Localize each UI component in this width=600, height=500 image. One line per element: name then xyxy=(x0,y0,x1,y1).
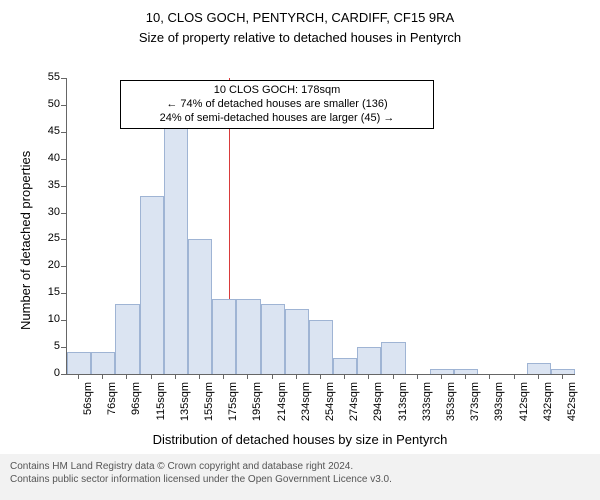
histogram-bar xyxy=(91,352,115,374)
histogram-bar xyxy=(164,126,188,374)
x-tick-mark xyxy=(368,374,369,379)
y-tick-mark xyxy=(61,266,66,267)
histogram-bar xyxy=(212,299,236,374)
histogram-bar xyxy=(430,369,454,374)
x-tick-label: 333sqm xyxy=(421,382,433,434)
annotation-line2: ← 74% of detached houses are smaller (13… xyxy=(127,98,427,112)
chart-title-line1: 10, CLOS GOCH, PENTYRCH, CARDIFF, CF15 9… xyxy=(0,10,600,25)
annotation-line1: 10 CLOS GOCH: 178sqm xyxy=(127,84,427,98)
y-axis-label: Number of detached properties xyxy=(18,151,33,330)
histogram-bar xyxy=(140,196,164,374)
y-tick-label: 20 xyxy=(32,259,60,271)
x-tick-label: 135sqm xyxy=(179,382,191,434)
x-tick-mark xyxy=(223,374,224,379)
x-tick-label: 155sqm xyxy=(203,382,215,434)
y-tick-label: 45 xyxy=(32,125,60,137)
x-tick-mark xyxy=(272,374,273,379)
y-tick-mark xyxy=(61,347,66,348)
x-tick-mark xyxy=(102,374,103,379)
x-tick-label: 96sqm xyxy=(130,382,142,434)
histogram-bar xyxy=(381,342,405,374)
histogram-bar xyxy=(551,369,575,374)
chart-container: { "layout": { "width": 600, "height": 50… xyxy=(0,0,600,500)
y-tick-label: 10 xyxy=(32,313,60,325)
footer-line2: Contains public sector information licen… xyxy=(10,473,590,486)
y-tick-mark xyxy=(61,239,66,240)
x-tick-mark xyxy=(417,374,418,379)
x-tick-mark xyxy=(538,374,539,379)
x-tick-label: 373sqm xyxy=(469,382,481,434)
y-tick-mark xyxy=(61,293,66,294)
x-tick-label: 353sqm xyxy=(445,382,457,434)
x-tick-mark xyxy=(562,374,563,379)
x-tick-mark xyxy=(199,374,200,379)
x-tick-label: 195sqm xyxy=(251,382,263,434)
x-tick-mark xyxy=(489,374,490,379)
histogram-bar xyxy=(333,358,357,374)
x-tick-label: 234sqm xyxy=(300,382,312,434)
x-tick-label: 432sqm xyxy=(542,382,554,434)
y-tick-label: 15 xyxy=(32,286,60,298)
y-tick-mark xyxy=(61,374,66,375)
x-tick-mark xyxy=(296,374,297,379)
y-tick-label: 55 xyxy=(32,71,60,83)
x-tick-mark xyxy=(151,374,152,379)
histogram-bar xyxy=(115,304,139,374)
histogram-bar xyxy=(454,369,478,374)
x-tick-label: 214sqm xyxy=(276,382,288,434)
histogram-bar xyxy=(261,304,285,374)
x-tick-label: 274sqm xyxy=(348,382,360,434)
x-tick-mark xyxy=(126,374,127,379)
histogram-bar xyxy=(527,363,551,374)
histogram-bar xyxy=(357,347,381,374)
histogram-bar xyxy=(236,299,260,374)
footer: Contains HM Land Registry data © Crown c… xyxy=(0,454,600,500)
x-tick-label: 115sqm xyxy=(155,382,167,434)
y-tick-mark xyxy=(61,213,66,214)
y-tick-label: 5 xyxy=(32,340,60,352)
x-tick-label: 412sqm xyxy=(518,382,530,434)
x-axis-label: Distribution of detached houses by size … xyxy=(0,432,600,447)
x-tick-label: 393sqm xyxy=(493,382,505,434)
x-tick-mark xyxy=(441,374,442,379)
y-tick-label: 30 xyxy=(32,206,60,218)
x-tick-mark xyxy=(465,374,466,379)
y-tick-label: 25 xyxy=(32,232,60,244)
x-tick-mark xyxy=(247,374,248,379)
y-tick-label: 40 xyxy=(32,152,60,164)
histogram-bar xyxy=(67,352,91,374)
x-tick-mark xyxy=(344,374,345,379)
x-tick-mark xyxy=(175,374,176,379)
x-tick-label: 294sqm xyxy=(372,382,384,434)
x-tick-label: 254sqm xyxy=(324,382,336,434)
x-tick-label: 452sqm xyxy=(566,382,578,434)
x-tick-mark xyxy=(514,374,515,379)
x-tick-mark xyxy=(320,374,321,379)
x-tick-label: 313sqm xyxy=(397,382,409,434)
y-tick-label: 50 xyxy=(32,98,60,110)
y-tick-mark xyxy=(61,159,66,160)
y-tick-mark xyxy=(61,132,66,133)
histogram-bar xyxy=(309,320,333,374)
y-tick-label: 0 xyxy=(32,367,60,379)
annotation-box: 10 CLOS GOCH: 178sqm ← 74% of detached h… xyxy=(120,80,434,129)
y-tick-mark xyxy=(61,78,66,79)
footer-line1: Contains HM Land Registry data © Crown c… xyxy=(10,460,590,473)
x-tick-label: 76sqm xyxy=(106,382,118,434)
annotation-line3: 24% of semi-detached houses are larger (… xyxy=(127,112,427,126)
x-tick-mark xyxy=(78,374,79,379)
y-tick-label: 35 xyxy=(32,179,60,191)
histogram-bar xyxy=(188,239,212,374)
y-tick-mark xyxy=(61,320,66,321)
x-tick-label: 175sqm xyxy=(227,382,239,434)
y-tick-mark xyxy=(61,186,66,187)
x-tick-label: 56sqm xyxy=(82,382,94,434)
chart-title-line2: Size of property relative to detached ho… xyxy=(0,30,600,45)
x-tick-mark xyxy=(393,374,394,379)
histogram-bar xyxy=(285,309,309,374)
y-tick-mark xyxy=(61,105,66,106)
